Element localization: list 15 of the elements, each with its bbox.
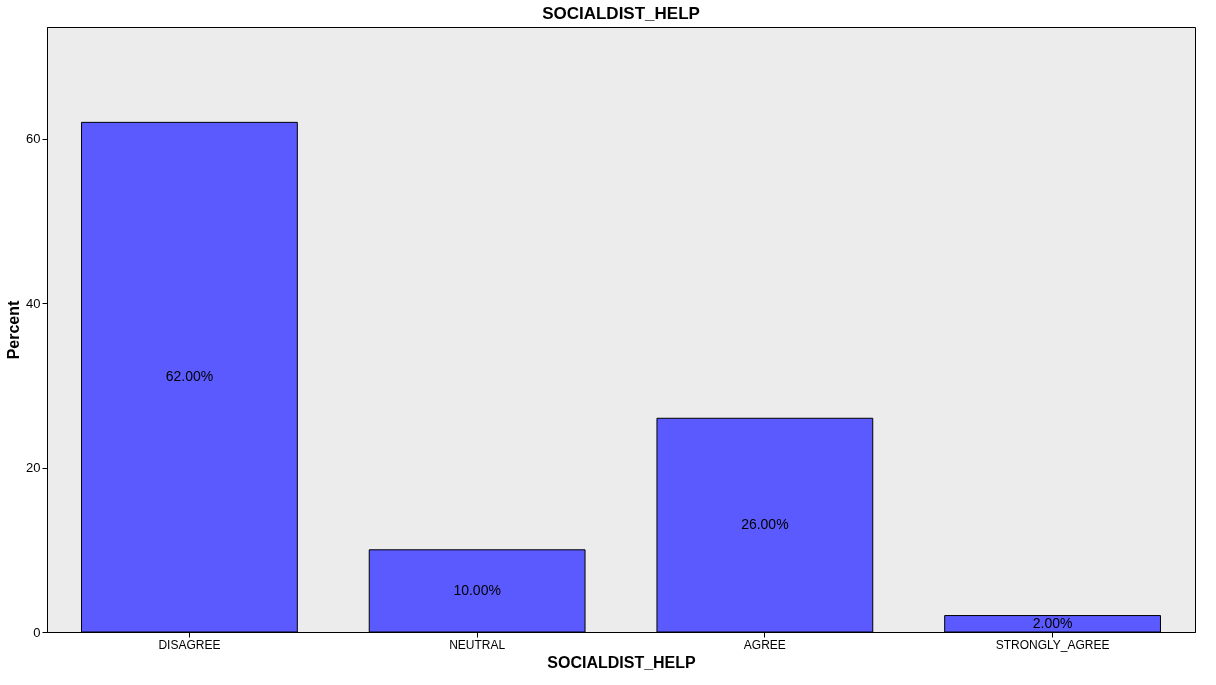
x-tick-label: STRONGLY_AGREE — [995, 637, 1110, 652]
y-axis-title: Percent — [5, 299, 23, 360]
x-tick-label: AGREE — [743, 637, 786, 652]
y-tick-label: 0 — [33, 624, 41, 640]
x-tick-label: DISAGREE — [158, 637, 221, 652]
data-label: 2.00% — [1032, 614, 1073, 631]
data-label: 62.00% — [165, 368, 214, 385]
x-axis-title: SOCIALDIST_HELP — [547, 653, 697, 671]
data-label: 26.00% — [741, 516, 789, 533]
x-tick-label: NEUTRAL — [449, 637, 506, 652]
data-label: 10.00% — [453, 581, 501, 598]
y-tick-label: 60 — [26, 131, 41, 147]
y-tick-label: 20 — [26, 460, 41, 476]
y-tick-label: 40 — [26, 295, 41, 311]
chart-title: SOCIALDIST_HELP — [542, 4, 700, 23]
